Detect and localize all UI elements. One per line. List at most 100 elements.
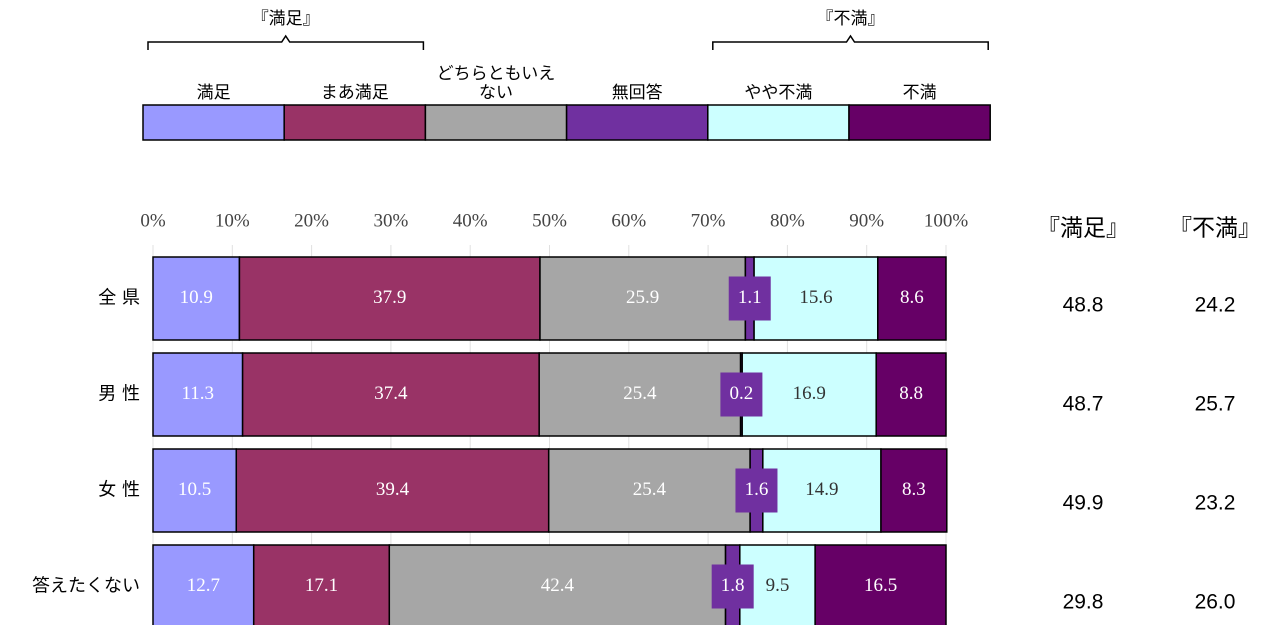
summary-value: 48.8 xyxy=(1063,294,1104,317)
summary-value: 23.2 xyxy=(1195,492,1236,515)
bar-segment xyxy=(814,544,947,625)
bar-segment xyxy=(875,352,947,437)
x-tick-label: 60% xyxy=(611,210,646,231)
data-label: 25.9 xyxy=(626,287,659,308)
category-label: 女 性 xyxy=(98,480,140,501)
legend-label-box: 不満 xyxy=(849,43,990,103)
bar-segment xyxy=(152,448,238,533)
bar-segment xyxy=(388,544,727,625)
bar-segment xyxy=(241,352,540,437)
data-label: 9.5 xyxy=(766,575,790,596)
data-label: 0.2 xyxy=(730,383,754,404)
legend-swatch xyxy=(848,104,991,141)
data-label: 11.3 xyxy=(182,383,215,404)
legend-label-box: 無回答 xyxy=(567,43,708,103)
data-label: 8.6 xyxy=(900,287,924,308)
x-tick-label: 100% xyxy=(924,210,969,231)
data-label: 8.3 xyxy=(902,479,926,500)
x-tick-label: 20% xyxy=(294,210,329,231)
x-tick-label: 40% xyxy=(453,210,488,231)
data-label-box xyxy=(735,468,778,513)
summary-value: 26.0 xyxy=(1195,591,1236,614)
data-label: 1.8 xyxy=(721,575,745,596)
legend-label-text: 不満 xyxy=(902,83,937,103)
data-label: 8.8 xyxy=(899,383,923,404)
x-tick-label: 70% xyxy=(691,210,726,231)
bar-segment xyxy=(235,448,550,533)
summary-header: 『満足』 xyxy=(1037,216,1129,242)
legend-label-text: 満足 xyxy=(196,83,231,103)
bar-segment xyxy=(877,256,947,341)
data-label: 37.4 xyxy=(374,383,408,404)
legend-label-text: まあ満足 xyxy=(320,83,389,103)
data-label: 15.6 xyxy=(799,287,832,308)
data-label: 10.9 xyxy=(180,287,213,308)
data-label: 1.6 xyxy=(745,479,769,500)
bar-segment xyxy=(753,256,879,341)
legend-label: どちらともいえない xyxy=(425,43,566,103)
data-label: 14.9 xyxy=(805,479,838,500)
legend-label-box: 満足 xyxy=(143,43,284,103)
data-label: 10.5 xyxy=(178,479,211,500)
summary-value: 48.7 xyxy=(1063,393,1104,416)
summary-value: 49.9 xyxy=(1063,492,1104,515)
legend-group-label: 『不満』 xyxy=(817,9,885,29)
data-label: 16.9 xyxy=(793,383,826,404)
legend-swatch xyxy=(283,104,427,141)
summary-header: 『不満』 xyxy=(1169,216,1261,242)
summary-value: 25.7 xyxy=(1195,393,1236,416)
x-tick-label: 30% xyxy=(373,210,408,231)
x-tick-label: 10% xyxy=(215,210,250,231)
x-tick-label: 80% xyxy=(770,210,805,231)
legend-bracket xyxy=(712,34,989,50)
bar-segment xyxy=(880,448,948,533)
category-label: 答えたくない xyxy=(32,576,140,597)
data-label: 16.5 xyxy=(864,575,897,596)
legend-swatch xyxy=(142,104,285,141)
legend-label-box: やや不満 xyxy=(708,43,849,103)
legend-label: 無回答 xyxy=(567,43,708,103)
legend-bracket xyxy=(147,34,425,50)
legend-label: まあ満足 xyxy=(284,43,425,103)
legend-label: やや不満 xyxy=(708,43,849,103)
bar-segment xyxy=(762,448,882,533)
data-label: 17.1 xyxy=(305,575,338,596)
data-label: 1.1 xyxy=(738,287,762,308)
x-tick-label: 50% xyxy=(532,210,567,231)
legend-swatch xyxy=(707,104,850,141)
legend-label: 不満 xyxy=(849,43,990,103)
category-label: 男 性 xyxy=(98,384,140,405)
data-label: 42.4 xyxy=(541,575,575,596)
legend-group-label: 『満足』 xyxy=(252,9,320,29)
x-tick-label: 90% xyxy=(849,210,884,231)
data-label: 39.4 xyxy=(376,479,410,500)
data-label: 37.9 xyxy=(373,287,406,308)
data-label-box xyxy=(720,372,763,417)
legend-label-box: どちらともいえない xyxy=(425,43,566,103)
x-tick-label: 0% xyxy=(140,210,166,231)
data-label: 12.7 xyxy=(187,575,220,596)
bar-segment xyxy=(252,544,391,625)
legend-label-text: どちらともいえない xyxy=(436,64,556,103)
legend-label: 満足 xyxy=(143,43,284,103)
summary-value: 24.2 xyxy=(1195,294,1236,317)
legend-label-text: 無回答 xyxy=(611,83,663,103)
legend-label-text: やや不満 xyxy=(744,83,813,103)
summary-value: 29.8 xyxy=(1063,591,1104,614)
bar-segment xyxy=(152,544,255,625)
data-label: 25.4 xyxy=(633,479,667,500)
legend-swatch xyxy=(424,104,568,141)
bar-segment xyxy=(547,448,751,533)
bar-segment xyxy=(539,256,747,341)
legend-label-box: まあ満足 xyxy=(284,43,425,103)
bar-segment xyxy=(538,352,742,437)
data-label: 25.4 xyxy=(623,383,657,404)
bar-segment xyxy=(741,352,877,437)
category-label: 全 県 xyxy=(98,288,140,309)
legend-swatch xyxy=(565,104,709,141)
data-label-box xyxy=(711,564,754,609)
data-label-box xyxy=(728,276,771,321)
bar-segment xyxy=(238,256,541,341)
bar-segment xyxy=(152,352,244,437)
